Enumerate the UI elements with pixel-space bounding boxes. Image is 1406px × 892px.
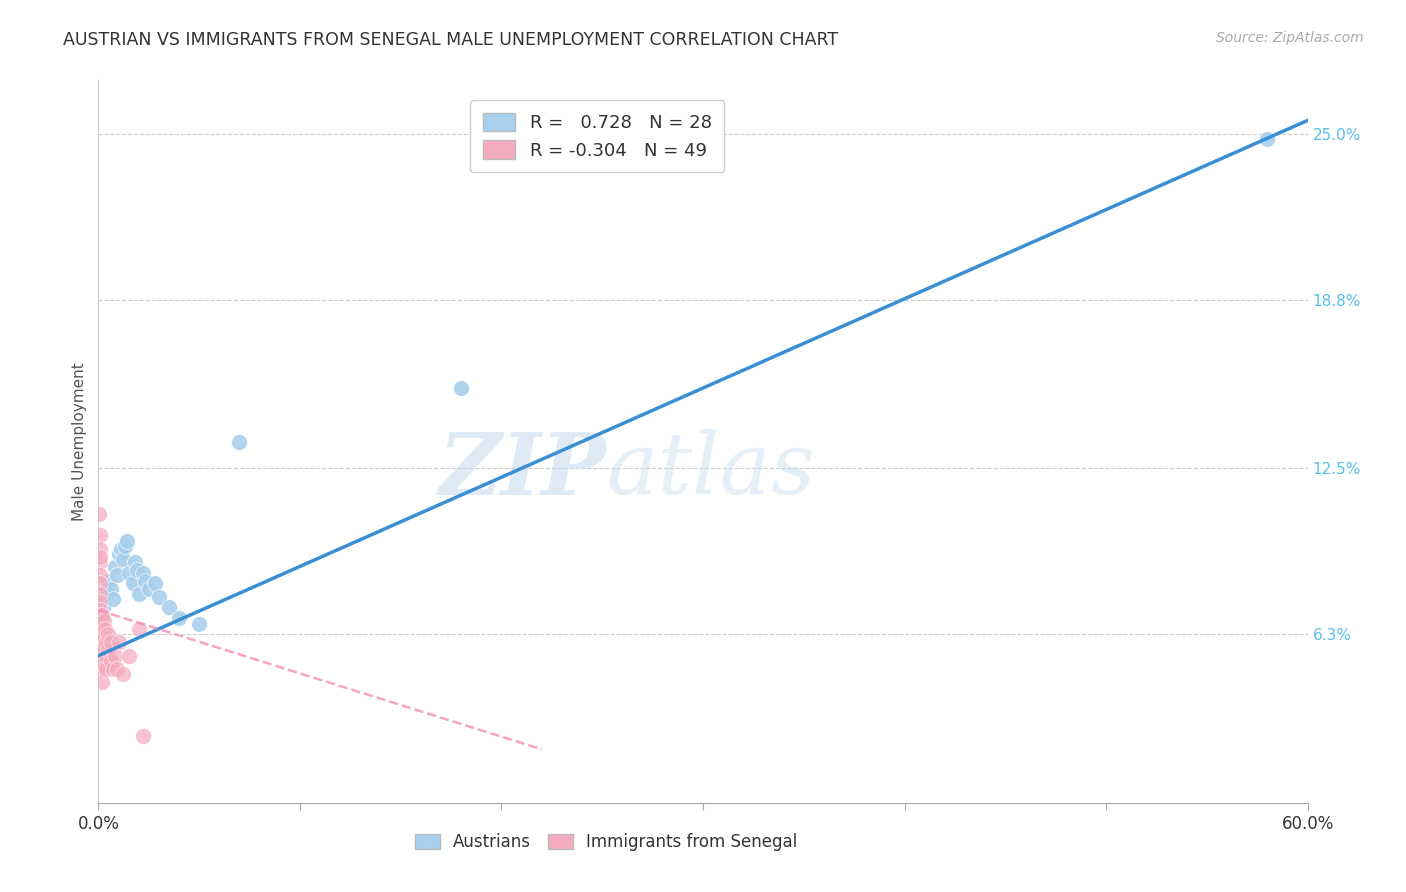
Point: [110, 541, 132, 556]
Point: [188, 616, 211, 631]
Point: [91, 648, 114, 663]
Point: [103, 648, 125, 663]
Point: [132, 729, 155, 743]
Point: [91, 622, 114, 636]
Point: [97, 643, 120, 657]
Point: [90, 640, 112, 655]
Point: [93, 598, 115, 612]
Point: [97, 574, 120, 588]
Legend: Austrians, Immigrants from Senegal: Austrians, Immigrants from Senegal: [406, 825, 806, 860]
Point: [132, 566, 155, 580]
Text: atlas: atlas: [606, 429, 815, 512]
Point: [89, 640, 111, 655]
Point: [91, 608, 114, 623]
Point: [89, 549, 111, 564]
Point: [94, 622, 117, 636]
Point: [93, 640, 115, 655]
Point: [90, 627, 112, 641]
Point: [148, 590, 170, 604]
Point: [157, 600, 180, 615]
Point: [90, 608, 112, 623]
Point: [89, 648, 111, 663]
Point: [93, 614, 115, 628]
Point: [89, 507, 111, 521]
Point: [121, 576, 143, 591]
Point: [89, 595, 111, 609]
Point: [128, 622, 150, 636]
Point: [228, 434, 250, 449]
Point: [118, 648, 141, 663]
Point: [143, 576, 166, 591]
Text: AUSTRIAN VS IMMIGRANTS FROM SENEGAL MALE UNEMPLOYMENT CORRELATION CHART: AUSTRIAN VS IMMIGRANTS FROM SENEGAL MALE…: [63, 31, 838, 49]
Point: [93, 630, 115, 644]
Text: ZIP: ZIP: [439, 429, 606, 512]
Point: [105, 662, 128, 676]
Text: Source: ZipAtlas.com: Source: ZipAtlas.com: [1216, 31, 1364, 45]
Point: [90, 614, 112, 628]
Y-axis label: Male Unemployment: Male Unemployment: [72, 362, 87, 521]
Point: [96, 662, 118, 676]
Point: [97, 627, 120, 641]
Point: [167, 611, 190, 625]
Point: [89, 555, 111, 569]
Point: [89, 528, 111, 542]
Point: [105, 568, 128, 582]
Point: [1256, 132, 1278, 146]
Point: [89, 603, 111, 617]
Point: [114, 539, 136, 553]
Point: [93, 630, 115, 644]
Point: [89, 587, 111, 601]
Point: [89, 630, 111, 644]
Point: [89, 541, 111, 556]
Point: [91, 635, 114, 649]
Point: [118, 566, 141, 580]
Point: [125, 563, 148, 577]
Point: [96, 584, 118, 599]
Point: [89, 614, 111, 628]
Point: [90, 635, 112, 649]
Point: [128, 587, 150, 601]
Point: [138, 582, 160, 596]
Point: [134, 574, 156, 588]
Point: [89, 568, 111, 582]
Point: [450, 381, 472, 395]
Point: [90, 622, 112, 636]
Point: [96, 635, 118, 649]
Point: [103, 560, 125, 574]
Point: [124, 555, 146, 569]
Point: [91, 662, 114, 676]
Point: [96, 648, 118, 663]
Point: [111, 667, 134, 681]
Point: [107, 635, 129, 649]
Point: [107, 547, 129, 561]
Point: [93, 640, 115, 655]
Point: [101, 592, 124, 607]
Point: [93, 657, 115, 671]
Point: [100, 635, 122, 649]
Point: [89, 576, 111, 591]
Point: [101, 662, 124, 676]
Point: [100, 582, 122, 596]
Point: [115, 533, 138, 548]
Point: [91, 675, 114, 690]
Point: [89, 622, 111, 636]
Point: [111, 552, 134, 566]
Point: [100, 654, 122, 668]
